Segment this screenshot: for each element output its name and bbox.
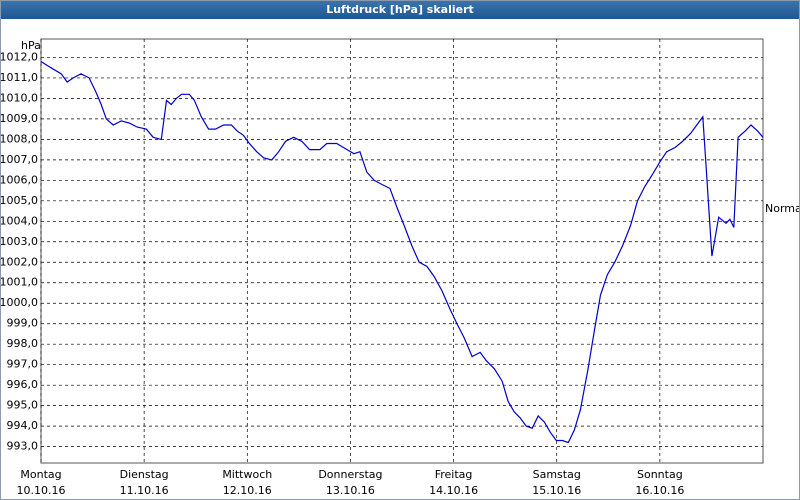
annotation: Normal (765, 202, 799, 215)
y-tick-label: 995,0 (7, 399, 39, 412)
plot-area (40, 38, 764, 464)
y-tick-label: 1002,0 (1, 255, 38, 268)
y-tick-label: 1000,0 (1, 296, 38, 309)
x-tick-label: Samstag (533, 468, 581, 481)
y-tick-label: 1007,0 (1, 153, 38, 166)
y-tick-label: 999,0 (7, 317, 39, 330)
x-tick-label: Donnerstag (318, 468, 382, 481)
pressure-line (40, 60, 764, 444)
y-tick-label: 1010,0 (1, 91, 38, 104)
y-tick-label: 1008,0 (1, 132, 38, 145)
y-tick-label: 1001,0 (1, 276, 38, 289)
x-tick-label: Sonntag (637, 468, 683, 481)
y-unit: hPa (21, 39, 41, 52)
y-tick-label: 1003,0 (1, 235, 38, 248)
y-tick-label: 997,0 (7, 358, 39, 371)
x-tick-label: Dienstag (120, 468, 169, 481)
chart: hPa 993,0 994,0 995,0 996,0 997,0 998,0 999,0 1… (1, 38, 799, 497)
x-tick-date: 10.10.16 (17, 484, 66, 497)
x-tick-date: 11.10.16 (120, 484, 169, 497)
y-tick-label: 993,0 (7, 440, 39, 453)
y-tick-label: 1005,0 (1, 194, 38, 207)
y-tick-label: 996,0 (7, 378, 39, 391)
y-tick-label: 1009,0 (1, 112, 38, 125)
y-tick-label: 1012,0 (1, 50, 38, 63)
chart-title: Luftdruck [hPa] skaliert (1, 1, 799, 19)
x-tick-label: Mittwoch (222, 468, 272, 481)
x-tick-date: 15.10.16 (532, 484, 581, 497)
x-tick-label: Freitag (435, 468, 473, 481)
y-tick-label: 1011,0 (1, 71, 38, 84)
y-tick-label: 998,0 (7, 337, 39, 350)
y-tick-label: 1004,0 (1, 214, 38, 227)
x-tick-date: 16.10.16 (635, 484, 684, 497)
x-tick-date: 12.10.16 (223, 484, 272, 497)
y-tick-label: 994,0 (7, 419, 39, 432)
x-tick-date: 13.10.16 (326, 484, 375, 497)
x-tick-date: 14.10.16 (429, 484, 478, 497)
x-tick-label: Montag (20, 468, 61, 481)
y-tick-label: 1006,0 (1, 173, 38, 186)
